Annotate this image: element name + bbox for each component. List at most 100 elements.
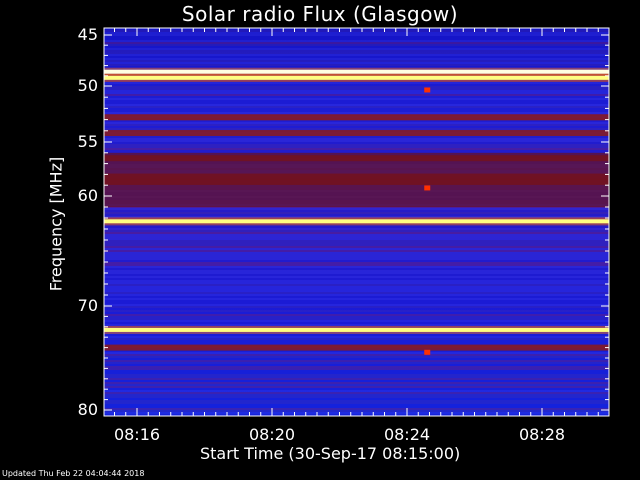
texture-row (104, 38, 609, 40)
texture-row (104, 356, 609, 358)
bright-band (104, 75, 609, 80)
burst-spot (424, 185, 431, 191)
x-axis-label: Start Time (30-Sep-17 08:15:00) (200, 444, 461, 463)
texture-row (104, 300, 609, 302)
texture-row (104, 252, 609, 254)
texture-row (104, 276, 609, 278)
texture-row (104, 398, 609, 400)
texture-row (104, 246, 609, 248)
texture-row (104, 396, 609, 398)
texture-row (104, 146, 609, 148)
red-region (104, 152, 609, 207)
texture-row (104, 126, 609, 128)
texture-row (104, 228, 609, 230)
texture-row (104, 408, 609, 410)
texture-row (104, 230, 609, 232)
y-tick-label: 60 (77, 186, 98, 205)
texture-row (104, 86, 609, 88)
texture-row (104, 262, 609, 264)
texture-row (104, 282, 609, 284)
texture-row (104, 292, 609, 294)
texture-row (104, 212, 609, 214)
texture-row (104, 280, 609, 282)
texture-row (104, 266, 609, 268)
texture-row (104, 338, 609, 340)
texture-row (104, 302, 609, 304)
texture-row (104, 314, 609, 316)
x-tick-label: 08:20 (248, 425, 296, 444)
texture-row (104, 354, 609, 356)
texture-row (104, 264, 609, 266)
texture-row (104, 66, 609, 68)
texture-row (104, 94, 609, 96)
bright-band (104, 69, 609, 74)
texture-row (104, 394, 609, 396)
texture-row (104, 310, 609, 312)
texture-row (104, 58, 609, 60)
texture-row (104, 136, 609, 138)
bright-band (104, 327, 609, 332)
texture-row (104, 414, 609, 416)
texture-row (104, 294, 609, 296)
texture-row (104, 372, 609, 374)
texture-row (104, 128, 609, 130)
texture-row (104, 404, 609, 406)
dark-red-band (104, 344, 609, 351)
texture-row (104, 360, 609, 362)
texture-row (104, 106, 609, 108)
texture-row (104, 34, 609, 36)
texture-row (104, 254, 609, 256)
texture-row (104, 48, 609, 50)
texture-row (104, 326, 609, 328)
texture-row (104, 68, 609, 70)
texture-row (104, 226, 609, 228)
texture-row (104, 144, 609, 146)
texture-row (104, 366, 609, 368)
texture-row (104, 148, 609, 150)
texture-row (104, 236, 609, 238)
texture-row (104, 56, 609, 58)
texture-row (104, 138, 609, 140)
texture-row (104, 390, 609, 392)
texture-row (104, 44, 609, 46)
texture-row (104, 124, 609, 126)
texture-row (104, 358, 609, 360)
texture-row (104, 258, 609, 260)
texture-row (104, 318, 609, 320)
x-tick-label: 08:24 (383, 425, 431, 444)
y-tick-label: 45 (77, 25, 98, 44)
texture-row (104, 312, 609, 314)
texture-row (104, 54, 609, 56)
texture-row (104, 40, 609, 42)
texture-row (104, 214, 609, 216)
texture-row (104, 208, 609, 210)
texture-row (104, 32, 609, 34)
texture-row (104, 90, 609, 92)
texture-row (104, 288, 609, 290)
texture-row (104, 368, 609, 370)
texture-row (104, 122, 609, 124)
texture-row (104, 62, 609, 64)
texture-row (104, 60, 609, 62)
chart-title: Solar radio Flux (Glasgow) (181, 2, 459, 26)
texture-row (104, 112, 609, 114)
texture-row (104, 120, 609, 122)
texture-row (104, 88, 609, 90)
texture-row (104, 244, 609, 246)
texture-row (104, 102, 609, 104)
texture-row (104, 324, 609, 326)
y-tick-label: 50 (77, 76, 98, 95)
texture-row (104, 274, 609, 276)
texture-row (104, 270, 609, 272)
texture-row (104, 298, 609, 300)
texture-row (104, 410, 609, 412)
texture-row (104, 378, 609, 380)
texture-row (104, 278, 609, 280)
texture-row (104, 304, 609, 306)
texture-row (104, 242, 609, 244)
y-axis-label: Frequency [MHz] (46, 156, 66, 292)
texture-row (104, 384, 609, 386)
texture-row (104, 218, 609, 220)
texture-row (104, 240, 609, 242)
